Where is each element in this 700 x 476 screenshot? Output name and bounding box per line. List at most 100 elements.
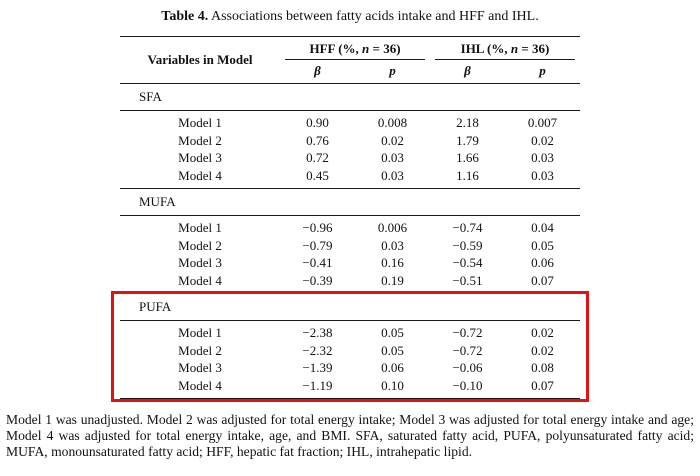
cell-beta-ihl: −0.59 [452,237,483,253]
row-label: Model 4 [178,272,222,288]
cell-p-ihl: 0.007 [527,115,558,130]
section-header-row: PUFA [120,294,580,321]
table-header: Variables in Model HFF (%, n = 36) IHL (… [120,36,580,84]
section-header-row: MUFA [120,189,580,216]
cell-p-hff: 0.06 [381,360,404,375]
cell-beta-ihl: 1.16 [456,167,479,183]
table-row: Model 3 −1.39 0.06 −0.06 0.08 [120,359,580,377]
row-label: Model 1 [178,220,222,235]
table-caption: Table 4. Associations between fatty acid… [0,0,700,25]
subheader-row: β p β p [280,60,580,83]
hff-group-label: HFF (%, n = 36) [285,41,425,60]
cell-p-hff: 0.03 [381,167,404,183]
section-rows: Model 1 −0.96 0.006 −0.74 0.04 Model 2 −… [120,216,580,293]
cell-p-ihl: 0.06 [531,255,554,270]
section-mufa: MUFA Model 1 −0.96 0.006 −0.74 0.04 Mode… [120,189,580,294]
cell-beta-hff: −0.79 [302,237,333,253]
section-title: MUFA [139,194,176,209]
cell-beta-ihl: 1.66 [456,150,479,165]
table-caption-label: Table 4. [161,9,209,24]
cell-p-ihl: 0.04 [531,220,554,235]
section-sfa: SFA Model 1 0.90 0.008 2.18 0.007 Model … [120,84,580,189]
beta-ihl-header: β [464,63,471,78]
cell-p-hff: 0.05 [381,325,404,340]
beta-hff-header: β [314,63,321,78]
cell-p-hff: 0.008 [377,115,408,130]
table-row: Model 1 −2.38 0.05 −0.72 0.02 [120,324,580,342]
cell-beta-ihl: −0.54 [452,255,483,270]
cell-beta-hff: 0.45 [306,167,329,183]
cell-p-ihl: 0.05 [531,237,554,253]
section-rows: Model 1 0.90 0.008 2.18 0.007 Model 2 0.… [120,111,580,188]
p-hff-header: p [389,63,396,78]
cell-beta-hff: −2.38 [302,325,333,340]
table-caption-text: Associations between fatty acids intake … [208,9,539,24]
row-label: Model 3 [178,255,222,270]
cell-p-hff: 0.03 [381,150,404,165]
table-footnote: Model 1 was unadjusted. Model 2 was adju… [6,412,694,459]
section-header-row: SFA [120,84,580,111]
cell-beta-hff: 0.72 [306,150,329,165]
cell-p-hff: 0.006 [377,220,408,235]
cell-p-hff: 0.05 [381,342,404,358]
table-row: Model 1 0.90 0.008 2.18 0.007 [120,114,580,132]
cell-beta-ihl: −0.74 [452,220,483,235]
table-row: Model 3 −0.41 0.16 −0.54 0.06 [120,254,580,272]
cell-beta-hff: 0.76 [306,132,329,148]
cell-p-hff: 0.10 [381,377,404,393]
table-row: Model 3 0.72 0.03 1.66 0.03 [120,149,580,167]
cell-beta-hff: −0.41 [302,255,333,270]
table-row: Model 4 −0.39 0.19 −0.51 0.07 [120,272,580,290]
cell-beta-hff: −2.32 [302,342,333,358]
ihl-group-header: IHL (%, n = 36) [430,41,580,60]
table-row: Model 2 −2.32 0.05 −0.72 0.02 [120,342,580,360]
cell-p-hff: 0.16 [381,255,404,270]
cell-p-ihl: 0.02 [531,325,554,340]
cell-beta-hff: −0.39 [302,272,333,288]
cell-beta-ihl: −0.10 [452,377,483,393]
row-label: Model 1 [178,115,222,130]
row-label: Model 3 [178,150,222,165]
row-label: Model 2 [178,237,222,253]
row-label: Model 1 [178,325,222,340]
section-pufa: PUFA Model 1 −2.38 0.05 −0.72 0.02 Model… [111,291,589,402]
hff-group-header: HFF (%, n = 36) [280,41,430,60]
data-table: Variables in Model HFF (%, n = 36) IHL (… [111,36,589,402]
ihl-group-label: IHL (%, n = 36) [435,41,575,60]
row-label: Model 4 [178,377,222,393]
cell-beta-ihl: −0.72 [452,325,483,340]
variables-column-header: Variables in Model [147,52,253,67]
cell-p-ihl: 0.02 [531,342,554,358]
row-label: Model 3 [178,360,222,375]
cell-beta-hff: −0.96 [302,220,333,235]
cell-p-ihl: 0.08 [531,360,554,375]
cell-p-ihl: 0.07 [531,377,554,393]
cell-p-ihl: 0.03 [531,150,554,165]
cell-beta-hff: −1.19 [302,377,333,393]
cell-beta-ihl: −0.06 [452,360,483,375]
table-row: Model 2 0.76 0.02 1.79 0.02 [120,132,580,150]
table-row: Model 4 −1.19 0.10 −0.10 0.07 [120,377,580,395]
cell-p-ihl: 0.02 [531,132,554,148]
cell-p-hff: 0.19 [381,272,404,288]
group-header-row: HFF (%, n = 36) IHL (%, n = 36) [280,37,580,60]
table-row: Model 1 −0.96 0.006 −0.74 0.04 [120,219,580,237]
row-label: Model 2 [178,132,222,148]
table-row: Model 2 −0.79 0.03 −0.59 0.05 [120,237,580,255]
cell-beta-hff: −1.39 [302,360,333,375]
cell-beta-ihl: −0.72 [452,342,483,358]
section-title: PUFA [139,299,172,314]
row-label: Model 2 [178,342,222,358]
cell-beta-ihl: 2.18 [456,115,479,130]
cell-beta-ihl: 1.79 [456,132,479,148]
section-title: SFA [139,89,162,104]
p-ihl-header: p [539,63,546,78]
cell-beta-ihl: −0.51 [452,272,483,288]
header-right: HFF (%, n = 36) IHL (%, n = 36) β p β p [280,37,580,83]
cell-beta-hff: 0.90 [306,115,329,130]
cell-p-ihl: 0.07 [531,272,554,288]
row-label: Model 4 [178,167,222,183]
section-rows: Model 1 −2.38 0.05 −0.72 0.02 Model 2 −2… [120,321,580,398]
cell-p-hff: 0.03 [381,237,404,253]
